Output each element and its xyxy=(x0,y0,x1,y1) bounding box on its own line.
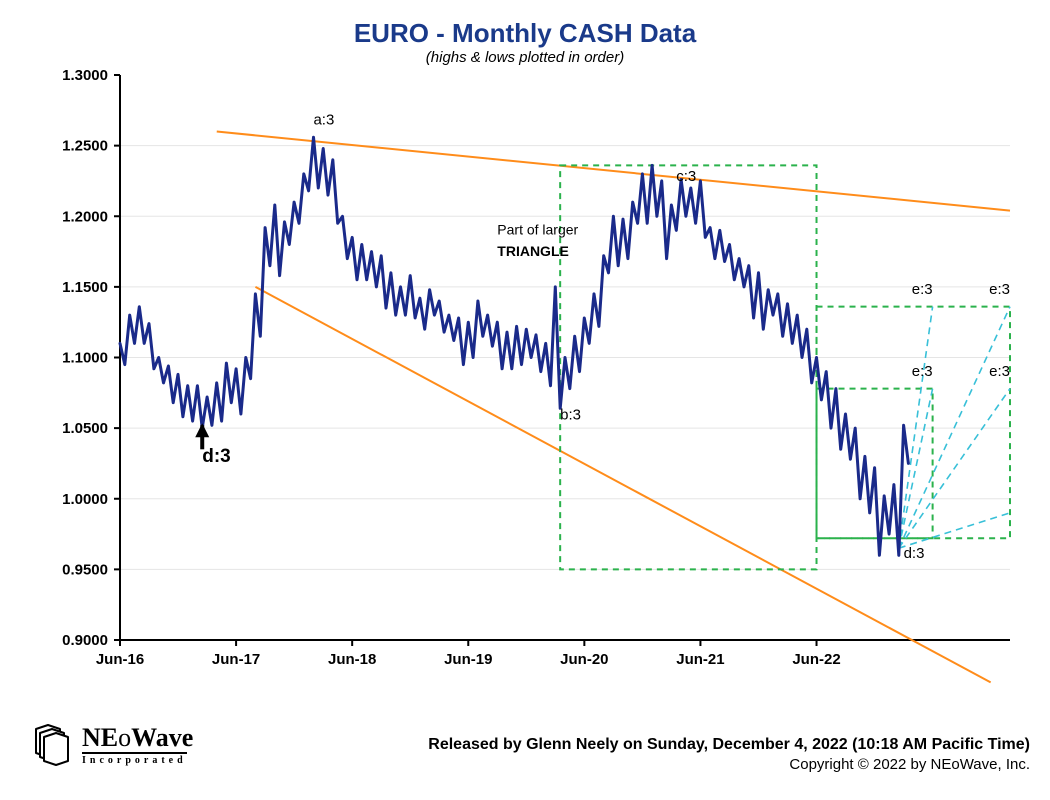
y-tick-label: 1.0500 xyxy=(62,420,108,437)
x-tick-label: Jun-18 xyxy=(328,651,376,668)
x-tick-label: Jun-20 xyxy=(560,651,608,668)
footer-release-line: Released by Glenn Neely on Sunday, Decem… xyxy=(428,736,1030,754)
wave-annotation: e:3 xyxy=(989,363,1010,380)
footer-copyright-line: Copyright © 2022 by NEoWave, Inc. xyxy=(789,756,1030,774)
y-tick-label: 0.9000 xyxy=(62,632,108,649)
trendline xyxy=(255,287,990,683)
chart-svg: EURO - Monthly CASH Data(highs & lows pl… xyxy=(0,0,1050,800)
chart-title: EURO - Monthly CASH Data xyxy=(354,18,697,48)
wave-annotation: b:3 xyxy=(560,407,581,424)
y-tick-label: 1.1000 xyxy=(62,350,108,367)
y-tick-label: 1.0000 xyxy=(62,491,108,508)
wave-annotation: d:3 xyxy=(202,446,231,467)
logo-mark-icon xyxy=(30,723,74,769)
wave-annotation: e:3 xyxy=(912,281,933,298)
arrow-up-head-icon xyxy=(195,423,209,437)
wave-annotation: c:3 xyxy=(676,168,696,185)
wave-annotation: Part of larger xyxy=(497,222,578,238)
x-tick-label: Jun-19 xyxy=(444,651,492,668)
wave-annotation: d:3 xyxy=(904,545,925,562)
wave-annotation: TRIANGLE xyxy=(497,243,569,259)
x-tick-label: Jun-16 xyxy=(96,651,144,668)
y-tick-label: 1.1500 xyxy=(62,279,108,296)
projection-ray xyxy=(899,513,1010,548)
logo-incorporated: Incorporated xyxy=(82,752,187,766)
projection-box xyxy=(560,165,816,569)
projection-ray xyxy=(899,389,1010,549)
logo-brand: NEoWave xyxy=(82,725,193,751)
neowave-logo: NEoWave Incorporated xyxy=(30,722,193,770)
price-series xyxy=(120,137,908,555)
x-tick-label: Jun-21 xyxy=(676,651,724,668)
x-tick-label: Jun-17 xyxy=(212,651,260,668)
y-tick-label: 1.3000 xyxy=(62,67,108,84)
y-tick-label: 0.9500 xyxy=(62,561,108,578)
y-tick-label: 1.2500 xyxy=(62,138,108,155)
wave-annotation: e:3 xyxy=(912,363,933,380)
chart-subtitle: (highs & lows plotted in order) xyxy=(426,49,624,66)
y-tick-label: 1.2000 xyxy=(62,208,108,225)
wave-annotation: a:3 xyxy=(313,111,334,128)
x-tick-label: Jun-22 xyxy=(792,651,840,668)
chart-stage: EURO - Monthly CASH Data(highs & lows pl… xyxy=(0,0,1050,800)
wave-annotation: e:3 xyxy=(989,281,1010,298)
